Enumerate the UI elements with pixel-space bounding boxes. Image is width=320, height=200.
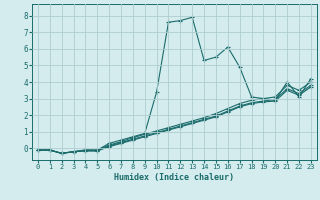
X-axis label: Humidex (Indice chaleur): Humidex (Indice chaleur) [115,173,234,182]
